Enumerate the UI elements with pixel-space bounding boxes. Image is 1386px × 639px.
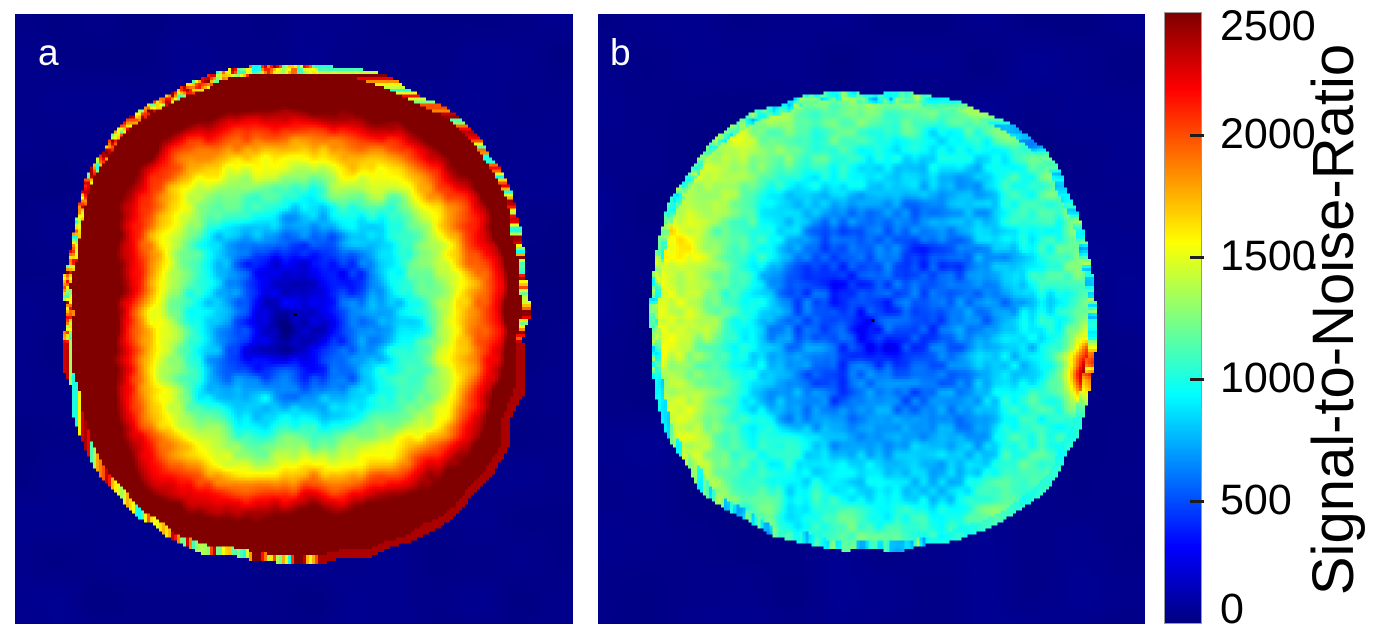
colorbar-gradient xyxy=(1164,12,1202,624)
snr-map-panel-a: a xyxy=(15,14,573,624)
panel-label-b: b xyxy=(610,32,631,73)
colorbar-ticklabel-500: 500 xyxy=(1220,476,1292,524)
colorbar-tick-1500 xyxy=(1190,255,1204,259)
snr-heatmap-b xyxy=(598,14,1145,624)
colorbar-ticklabel-2000: 2000 xyxy=(1220,110,1316,158)
colorbar-tick-500 xyxy=(1190,499,1204,503)
colorbar-ticklabel-1000: 1000 xyxy=(1220,354,1316,402)
colorbar-axis-title: Signal-to-Noise-Ratio xyxy=(1301,43,1366,596)
colorbar: 0 500 1000 1500 2000 2500 xyxy=(1164,5,1316,631)
colorbar-ticklabel-0: 0 xyxy=(1220,585,1244,633)
colorbar-tick-1000 xyxy=(1190,377,1204,381)
colorbar-tick-2000 xyxy=(1190,133,1204,137)
panel-label-a: a xyxy=(38,32,59,73)
colorbar-ticklabel-2500: 2500 xyxy=(1220,2,1316,50)
snr-heatmap-a xyxy=(15,14,573,624)
snr-map-panel-b: b xyxy=(598,14,1145,624)
colorbar-ticklabel-1500: 1500 xyxy=(1220,232,1316,280)
